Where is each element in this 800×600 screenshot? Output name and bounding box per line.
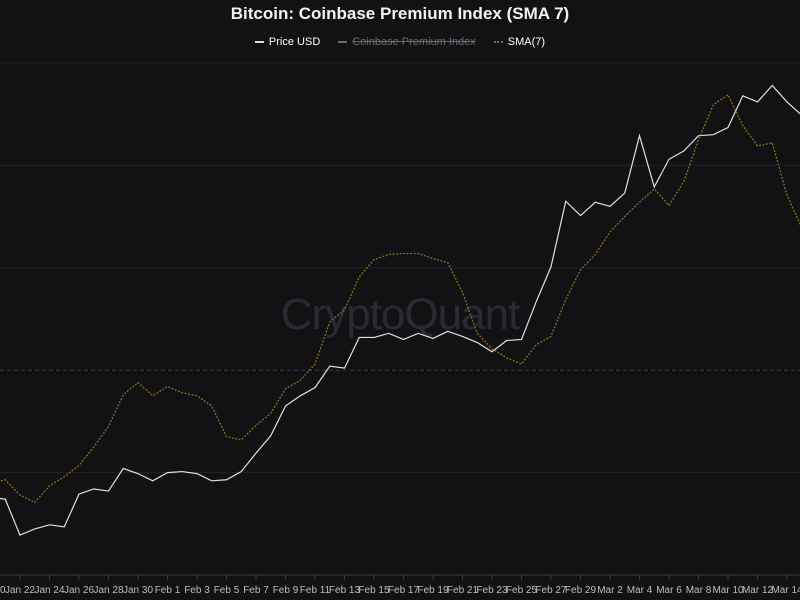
x-tick-label: Jan 20 xyxy=(0,585,6,596)
legend-label: SMA(7) xyxy=(507,36,546,48)
x-tick-label: Feb 25 xyxy=(506,585,538,596)
x-tick-label: Feb 3 xyxy=(184,585,210,596)
x-tick-label: Jan 30 xyxy=(123,585,153,596)
legend-swatch xyxy=(338,41,348,43)
x-tick-label: Jan 26 xyxy=(64,585,94,596)
x-tick-label: Feb 7 xyxy=(243,585,269,596)
legend-swatch xyxy=(254,41,264,43)
x-tick-label: Feb 17 xyxy=(388,585,420,596)
x-tick-label: Feb 21 xyxy=(447,585,479,596)
x-tick-label: Feb 9 xyxy=(273,585,299,596)
x-tick-label: Mar 10 xyxy=(712,585,744,596)
x-tick-label: Feb 11 xyxy=(300,585,331,596)
legend-label: Coinbase Premium Index xyxy=(352,36,476,48)
series-line-price-usd xyxy=(0,84,800,536)
legend: Price USD Coinbase Premium Index SMA(7) xyxy=(0,36,800,48)
x-tick-label: Feb 23 xyxy=(476,585,508,596)
x-tick-label: Feb 19 xyxy=(417,585,449,596)
x-tick-label: Feb 27 xyxy=(535,585,567,596)
x-tick-label: Mar 12 xyxy=(742,585,774,596)
x-tick-label: Mar 6 xyxy=(656,585,682,596)
x-tick-label: Mar 2 xyxy=(597,585,623,596)
x-tick-label: Jan 24 xyxy=(34,585,64,596)
x-tick-label: Jan 22 xyxy=(5,585,35,596)
chart-title: Bitcoin: Coinbase Premium Index (SMA 7) xyxy=(230,4,570,23)
legend-item-coinbase-premium-index[interactable]: Coinbase Premium Index xyxy=(338,36,476,48)
x-tick-label: Feb 15 xyxy=(358,585,390,596)
legend-label: Price USD xyxy=(268,36,321,48)
x-tick-label: Mar 4 xyxy=(627,585,653,596)
x-tick-label: Feb 1 xyxy=(155,585,181,596)
legend-swatch xyxy=(493,41,503,43)
series-line-sma-7- xyxy=(0,93,800,504)
watermark: CryptoQuant xyxy=(280,290,520,339)
legend-item-price-usd[interactable]: Price USD xyxy=(254,36,321,48)
x-tick-label: Feb 13 xyxy=(329,585,361,596)
x-tick-label: Jan 28 xyxy=(93,585,123,596)
legend-item-sma7[interactable]: SMA(7) xyxy=(493,36,546,48)
x-tick-label: Mar 8 xyxy=(686,585,712,596)
x-tick-label: Feb 5 xyxy=(214,585,240,596)
x-tick-label: Mar 14 xyxy=(771,585,800,596)
x-tick-label: Feb 29 xyxy=(565,585,597,596)
